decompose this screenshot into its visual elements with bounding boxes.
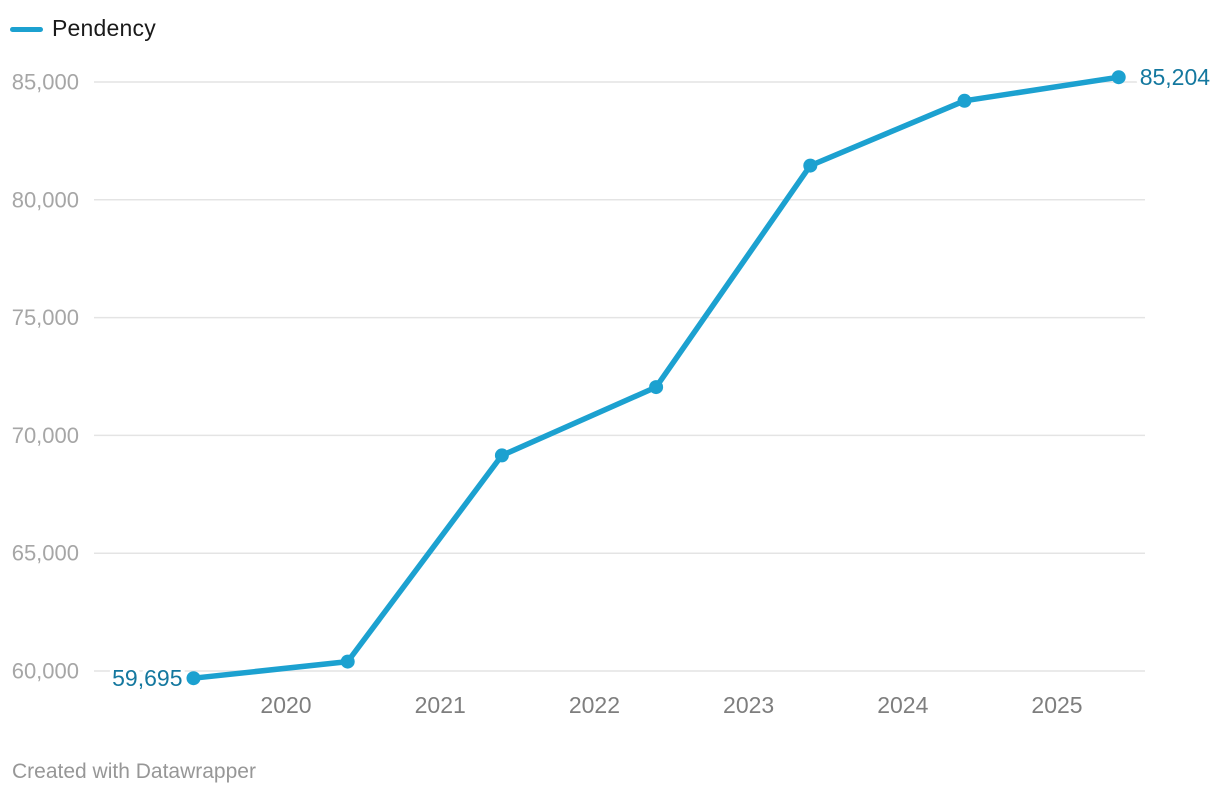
y-tick-label: 65,000 xyxy=(12,541,79,566)
legend-line-swatch xyxy=(10,27,43,32)
data-point-2022.4[interactable] xyxy=(649,380,664,395)
y-tick-label: 85,000 xyxy=(12,70,79,95)
y-tick-label: 75,000 xyxy=(12,305,79,330)
data-point-2020.4[interactable] xyxy=(340,654,355,669)
x-tick-label: 2022 xyxy=(569,692,620,718)
start-value-label: 59,695 xyxy=(112,665,182,691)
legend-label: Pendency xyxy=(52,15,156,41)
y-tick-label: 80,000 xyxy=(12,187,79,212)
data-point-2021.4[interactable] xyxy=(494,448,509,463)
x-tick-label: 2024 xyxy=(877,692,928,718)
legend: Pendency xyxy=(10,17,156,42)
end-value-label: 85,204 xyxy=(1140,64,1211,90)
y-tick-label: 70,000 xyxy=(12,423,79,448)
x-tick-label: 2023 xyxy=(723,692,774,718)
y-tick-label: 60,000 xyxy=(12,659,79,684)
data-point-2025.4[interactable] xyxy=(1111,70,1126,85)
x-tick-label: 2020 xyxy=(260,692,311,718)
data-point-2023.4[interactable] xyxy=(803,158,818,173)
data-point-2024.4[interactable] xyxy=(957,93,972,108)
datawrapper-credit-link[interactable]: Created with Datawrapper xyxy=(12,760,256,783)
x-tick-label: 2025 xyxy=(1031,692,1082,718)
data-point-2019.4[interactable] xyxy=(186,671,201,686)
pendency-line xyxy=(190,74,1122,681)
x-tick-label: 2021 xyxy=(415,692,466,718)
